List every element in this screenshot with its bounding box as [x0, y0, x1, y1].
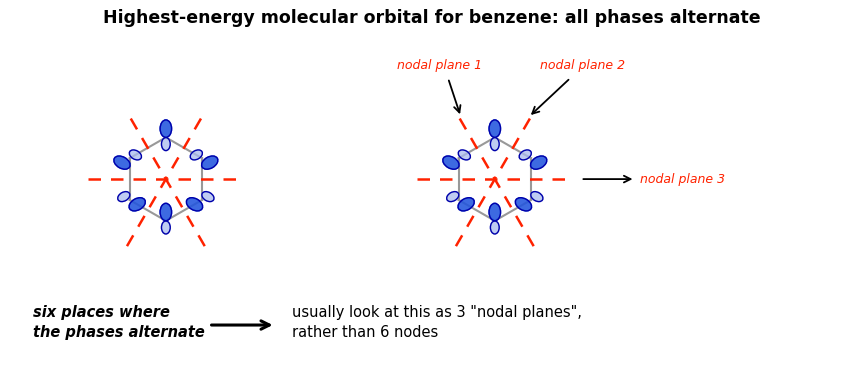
Ellipse shape: [160, 120, 172, 137]
Ellipse shape: [530, 192, 543, 202]
Ellipse shape: [458, 198, 474, 211]
Text: six places where
the phases alternate: six places where the phases alternate: [34, 305, 205, 340]
Ellipse shape: [447, 192, 459, 202]
Text: nodal plane 2: nodal plane 2: [540, 59, 625, 72]
Ellipse shape: [187, 198, 203, 211]
Ellipse shape: [530, 156, 547, 169]
Ellipse shape: [130, 150, 142, 160]
Text: nodal plane 1: nodal plane 1: [397, 59, 482, 72]
Ellipse shape: [443, 156, 459, 169]
Ellipse shape: [515, 198, 531, 211]
Ellipse shape: [458, 150, 470, 160]
Ellipse shape: [202, 192, 214, 202]
Ellipse shape: [114, 156, 130, 169]
Ellipse shape: [491, 137, 499, 151]
Ellipse shape: [519, 150, 531, 160]
Ellipse shape: [160, 203, 172, 221]
Text: nodal plane 3: nodal plane 3: [640, 172, 726, 185]
Ellipse shape: [491, 221, 499, 234]
Ellipse shape: [489, 203, 500, 221]
Ellipse shape: [201, 156, 218, 169]
Ellipse shape: [489, 120, 500, 137]
Ellipse shape: [129, 198, 145, 211]
Text: Highest-energy molecular orbital for benzene: all phases alternate: Highest-energy molecular orbital for ben…: [103, 9, 761, 27]
Text: usually look at this as 3 "nodal planes",
rather than 6 nodes: usually look at this as 3 "nodal planes"…: [292, 305, 582, 340]
Ellipse shape: [162, 221, 170, 234]
Ellipse shape: [190, 150, 202, 160]
Ellipse shape: [162, 137, 170, 151]
Ellipse shape: [118, 192, 130, 202]
